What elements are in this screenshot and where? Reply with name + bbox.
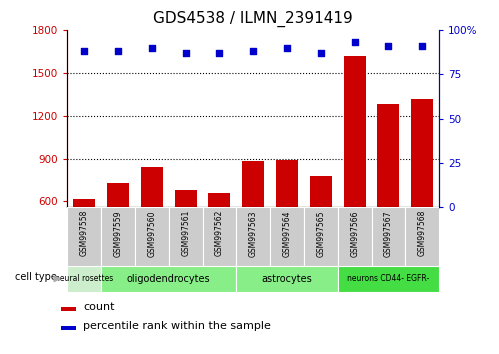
Bar — [209, 193, 231, 287]
Text: GSM997560: GSM997560 — [147, 210, 156, 257]
Bar — [338, 207, 372, 266]
Bar — [411, 99, 433, 287]
Point — [148, 45, 156, 51]
Bar — [73, 199, 95, 287]
Bar — [135, 207, 169, 266]
Point — [384, 43, 392, 49]
Text: neurons CD44- EGFR-: neurons CD44- EGFR- — [347, 274, 430, 283]
Bar — [203, 207, 237, 266]
Text: percentile rank within the sample: percentile rank within the sample — [83, 321, 271, 331]
Point — [114, 48, 122, 54]
Text: cell type: cell type — [15, 273, 57, 282]
Text: GSM997564: GSM997564 — [282, 210, 291, 257]
Bar — [310, 176, 332, 287]
Point — [351, 40, 359, 45]
Bar — [169, 207, 203, 266]
Text: neural rosettes: neural rosettes — [55, 274, 113, 283]
Point — [80, 48, 88, 54]
Bar — [276, 160, 298, 287]
Bar — [101, 207, 135, 266]
Text: GSM997567: GSM997567 — [384, 210, 393, 257]
Bar — [405, 207, 439, 266]
Text: GSM997568: GSM997568 — [418, 210, 427, 256]
Bar — [304, 207, 338, 266]
Point — [418, 43, 426, 49]
Bar — [67, 266, 101, 292]
Bar — [237, 266, 338, 292]
Bar — [107, 183, 129, 287]
Text: oligodendrocytes: oligodendrocytes — [127, 274, 211, 284]
Text: GSM997559: GSM997559 — [114, 210, 123, 257]
Bar — [338, 266, 439, 292]
Bar — [372, 207, 405, 266]
Text: GSM997566: GSM997566 — [350, 210, 359, 257]
Text: GSM997565: GSM997565 — [316, 210, 325, 257]
Point — [182, 50, 190, 56]
Bar — [61, 326, 76, 330]
Text: count: count — [83, 302, 115, 312]
Bar — [101, 266, 237, 292]
Text: GSM997561: GSM997561 — [181, 210, 190, 256]
Bar — [242, 161, 264, 287]
Bar — [61, 307, 76, 311]
Text: GSM997558: GSM997558 — [80, 210, 89, 256]
Text: GSM997562: GSM997562 — [215, 210, 224, 256]
Bar — [377, 104, 399, 287]
Point — [216, 50, 224, 56]
Point — [249, 48, 257, 54]
Text: astrocytes: astrocytes — [261, 274, 312, 284]
Point — [317, 50, 325, 56]
Title: GDS4538 / ILMN_2391419: GDS4538 / ILMN_2391419 — [153, 11, 353, 27]
Point — [283, 45, 291, 51]
Bar — [67, 207, 101, 266]
Text: GSM997563: GSM997563 — [249, 210, 258, 257]
Bar — [175, 190, 197, 287]
Bar — [237, 207, 270, 266]
Bar — [270, 207, 304, 266]
Bar — [344, 56, 366, 287]
Bar — [141, 167, 163, 287]
